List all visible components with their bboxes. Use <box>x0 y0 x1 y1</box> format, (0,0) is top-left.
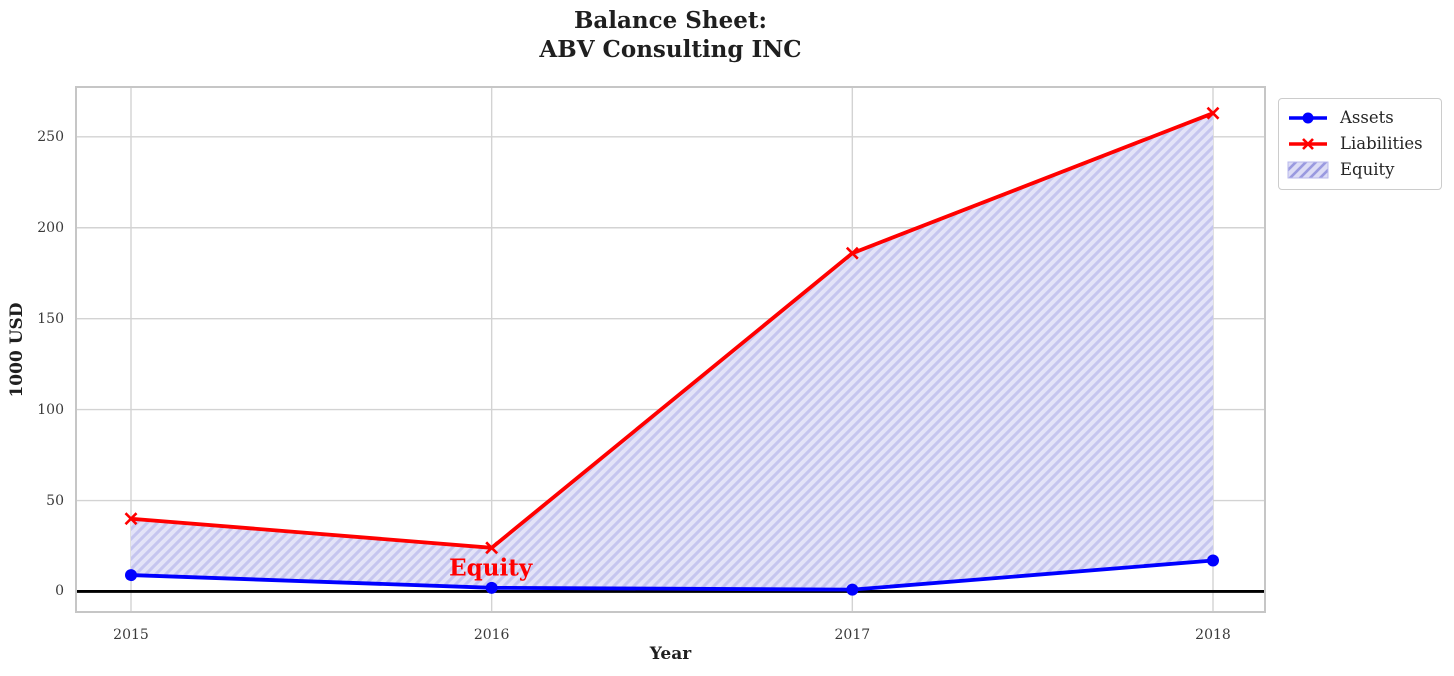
liabilities-marker <box>845 246 859 260</box>
assets-line <box>130 558 1214 592</box>
liabilities-marker <box>485 541 499 555</box>
y-tick-label: 150 <box>37 310 64 327</box>
x-tick-label: 2018 <box>1195 627 1231 643</box>
y-tick-label: 100 <box>37 401 64 418</box>
y-tick-label: 0 <box>55 583 64 600</box>
liabilities-marker <box>124 512 138 526</box>
liabilities-line-icon <box>1289 138 1327 150</box>
axes-spines <box>75 86 1266 613</box>
chart-title: Balance Sheet: ABV Consulting INC <box>539 7 802 63</box>
legend-item-equity: Equity <box>1287 157 1433 183</box>
assets-marker <box>1207 554 1219 567</box>
equity-area <box>131 113 1213 590</box>
assets-line-icon <box>1289 112 1327 124</box>
y-tick-label: 50 <box>46 492 64 509</box>
assets-marker <box>846 583 859 596</box>
equity-patch-icon <box>1287 161 1329 179</box>
y-axis-label: 1000 USD <box>7 302 27 398</box>
equity-annotation: Equity <box>449 554 533 582</box>
legend-label-liabilities: Liabilities <box>1340 134 1423 153</box>
x-tick-label: 2015 <box>113 627 149 643</box>
legend-label-assets: Assets <box>1340 108 1394 127</box>
x-axis-label: Year <box>649 644 692 664</box>
liabilities-line <box>130 111 1214 550</box>
legend-label-equity: Equity <box>1340 160 1395 179</box>
liabilities-marker <box>1206 106 1220 120</box>
assets-marker <box>485 581 498 594</box>
assets-marker <box>125 569 137 582</box>
y-tick-label: 200 <box>37 219 64 236</box>
x-tick-label: 2017 <box>834 627 871 643</box>
y-tick-label: 250 <box>37 128 64 145</box>
legend-item-liabilities: Liabilities <box>1287 131 1433 157</box>
x-tick-label: 2016 <box>473 627 510 643</box>
legend-item-assets: Assets <box>1287 105 1433 131</box>
legend: Assets Liabilities Equity <box>1278 98 1442 190</box>
